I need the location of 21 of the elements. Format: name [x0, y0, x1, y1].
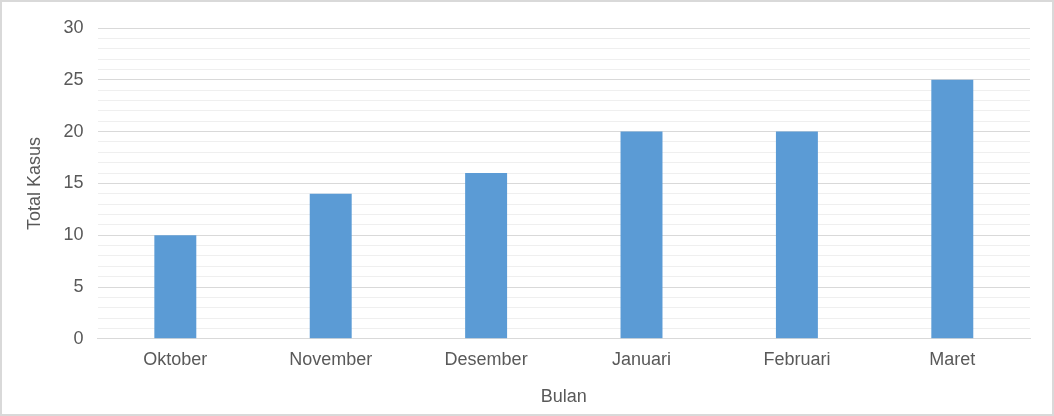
y-tick-label: 30 [63, 16, 84, 37]
y-tick-label: 25 [63, 68, 84, 89]
x-tick-label: Januari [611, 348, 672, 369]
bar [775, 131, 818, 339]
y-tick-label: 15 [63, 172, 84, 193]
bar [620, 131, 663, 339]
y-tick-label: 0 [73, 327, 84, 348]
bar [154, 235, 197, 339]
x-axis-title: Bulan [540, 386, 587, 407]
y-tick-label: 5 [73, 275, 84, 296]
y-tick-label: 20 [63, 120, 84, 141]
y-axis-title: Total Kasus [23, 136, 44, 230]
x-tick-label: Maret [929, 348, 976, 369]
bar [465, 173, 508, 339]
x-tick-label: Desember [444, 348, 528, 369]
bar [931, 79, 974, 339]
x-tick-label: Februari [763, 348, 831, 369]
y-tick-label: 10 [63, 224, 84, 245]
x-tick-label: Oktober [143, 348, 208, 369]
x-tick-label: November [289, 348, 373, 369]
bar [309, 193, 352, 339]
